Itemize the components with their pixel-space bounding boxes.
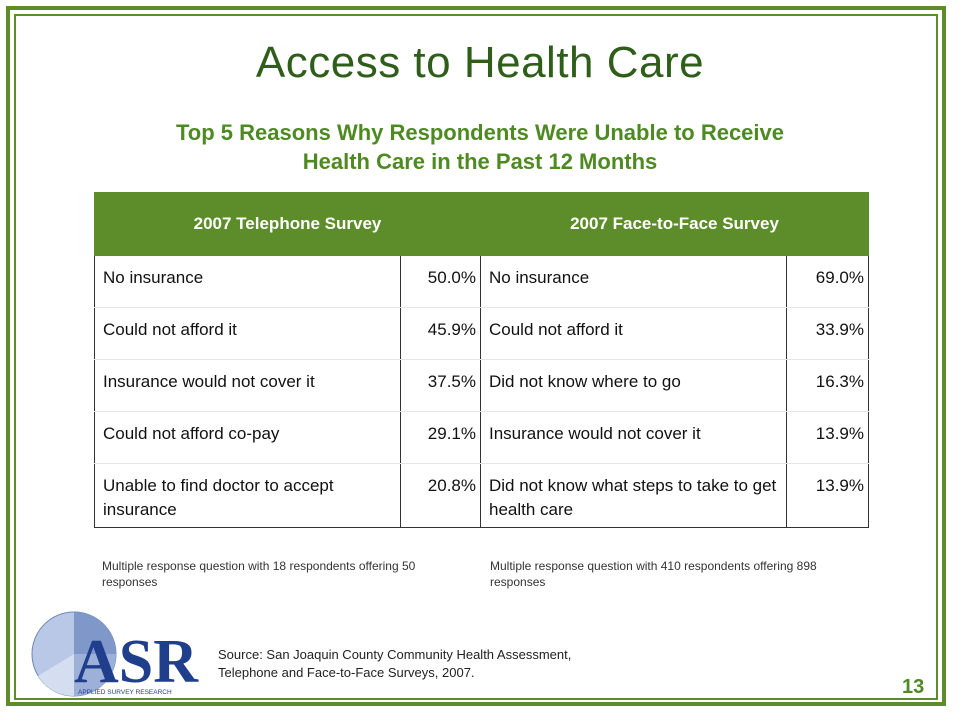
slide-inner-border [14, 14, 938, 700]
asr-logo: ASR APPLIED SURVEY RESEARCH [31, 611, 199, 697]
telephone-percent: 37.5% [400, 359, 481, 412]
subtitle-line-1: Top 5 Reasons Why Respondents Were Unabl… [176, 120, 784, 145]
page-number: 13 [902, 676, 925, 698]
telephone-percent: 45.9% [400, 307, 481, 360]
source-line-2: Telephone and Face-to-Face Surveys, 2007… [218, 665, 475, 680]
slide-subtitle: Top 5 Reasons Why Respondents Were Unabl… [90, 118, 870, 176]
logo-text: ASR [74, 628, 199, 696]
face-to-face-reason: No insurance [480, 255, 787, 308]
slide-outer-border [6, 6, 946, 706]
face-to-face-reason: Did not know where to go [480, 359, 787, 412]
telephone-percent: 20.8% [400, 463, 481, 528]
reasons-table: 2007 Telephone Survey 2007 Face-to-Face … [94, 192, 869, 528]
table-row: No insurance 50.0% No insurance 69.0% [94, 255, 869, 308]
header-face-to-face-survey: 2007 Face-to-Face Survey [480, 192, 869, 256]
face-to-face-reason: Insurance would not cover it [480, 411, 787, 464]
face-to-face-footnote: Multiple response question with 410 resp… [490, 559, 817, 589]
face-to-face-percent: 13.9% [786, 411, 869, 464]
telephone-percent: 50.0% [400, 255, 481, 308]
table-row: Could not afford it 45.9% Could not affo… [94, 307, 869, 360]
source-line-1: Source: San Joaquin County Community Hea… [218, 647, 572, 662]
slide-title: Access to Health Care [255, 38, 705, 87]
face-to-face-percent: 13.9% [786, 463, 869, 528]
table-row: Unable to find doctor to accept insuranc… [94, 463, 869, 528]
header-telephone-survey: 2007 Telephone Survey [94, 192, 481, 256]
telephone-reason: Could not afford it [94, 307, 401, 360]
face-to-face-percent: 16.3% [786, 359, 869, 412]
table-row: Could not afford co-pay 29.1% Insurance … [94, 411, 869, 464]
telephone-reason: Could not afford co-pay [94, 411, 401, 464]
subtitle-line-2: Health Care in the Past 12 Months [302, 149, 658, 174]
table-row: Insurance would not cover it 37.5% Did n… [94, 359, 869, 412]
face-to-face-percent: 69.0% [786, 255, 869, 308]
telephone-reason: Insurance would not cover it [94, 359, 401, 412]
telephone-reason: No insurance [94, 255, 401, 308]
face-to-face-percent: 33.9% [786, 307, 869, 360]
logo-tagline: APPLIED SURVEY RESEARCH [78, 689, 172, 696]
table-header-row: 2007 Telephone Survey 2007 Face-to-Face … [94, 192, 869, 256]
source-citation: Source: San Joaquin County Community Hea… [218, 646, 571, 682]
face-to-face-reason: Could not afford it [480, 307, 787, 360]
telephone-footnote: Multiple response question with 18 respo… [102, 559, 416, 589]
face-to-face-reason: Did not know what steps to take to get h… [480, 463, 787, 528]
telephone-percent: 29.1% [400, 411, 481, 464]
telephone-reason: Unable to find doctor to accept insuranc… [94, 463, 401, 528]
